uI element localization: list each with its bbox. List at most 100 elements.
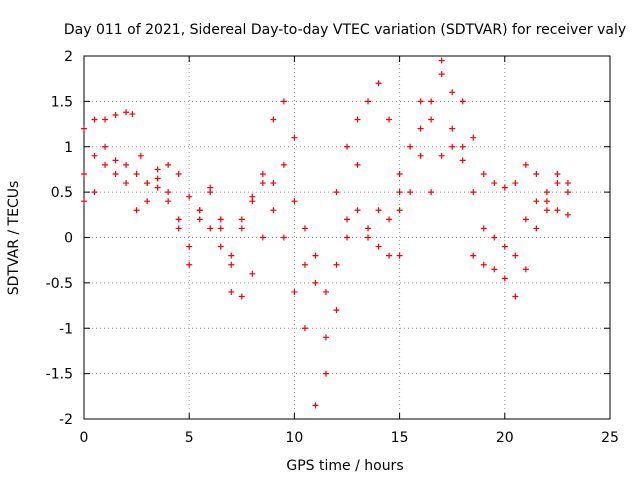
data-point bbox=[238, 225, 245, 232]
data-point bbox=[249, 198, 256, 205]
data-point bbox=[322, 334, 329, 341]
data-point bbox=[564, 211, 571, 218]
data-point bbox=[228, 252, 235, 259]
data-point bbox=[470, 252, 477, 259]
data-point bbox=[417, 125, 424, 132]
data-point bbox=[165, 189, 172, 196]
data-point bbox=[512, 180, 519, 187]
data-point bbox=[217, 243, 224, 250]
data-point bbox=[312, 402, 319, 409]
data-point bbox=[259, 234, 266, 241]
data-point bbox=[344, 234, 350, 241]
data-point bbox=[312, 252, 319, 259]
y-tick-label: -1.5 bbox=[46, 367, 73, 383]
data-point bbox=[333, 307, 340, 314]
data-point bbox=[428, 189, 435, 196]
data-point bbox=[81, 125, 87, 132]
data-point bbox=[102, 143, 109, 150]
y-tick-label: -0.5 bbox=[46, 276, 73, 292]
data-point bbox=[312, 279, 319, 286]
data-point bbox=[322, 370, 329, 377]
x-tick-label: 0 bbox=[80, 430, 89, 446]
data-point bbox=[470, 134, 477, 141]
data-point bbox=[438, 71, 445, 78]
data-point bbox=[396, 170, 403, 177]
data-point bbox=[512, 252, 519, 259]
data-point bbox=[543, 189, 550, 196]
data-point bbox=[129, 111, 136, 118]
y-tick-label: -1 bbox=[59, 321, 73, 337]
data-point bbox=[386, 116, 393, 123]
data-point bbox=[543, 207, 550, 214]
data-point bbox=[217, 216, 224, 223]
data-point bbox=[186, 261, 193, 268]
data-point bbox=[186, 193, 193, 200]
x-axis-label: GPS time / hours bbox=[286, 458, 403, 474]
data-point bbox=[196, 207, 203, 214]
series-track-2 bbox=[81, 80, 424, 341]
data-points bbox=[81, 57, 571, 409]
data-point bbox=[344, 143, 350, 150]
y-axis-label: SDTVAR / TECUs bbox=[6, 181, 22, 296]
data-point bbox=[81, 170, 87, 177]
data-point bbox=[428, 98, 435, 105]
data-point bbox=[133, 170, 140, 177]
data-point bbox=[470, 189, 477, 196]
data-point bbox=[291, 134, 298, 141]
grid-lines bbox=[84, 56, 610, 419]
data-point bbox=[133, 207, 140, 214]
data-point bbox=[512, 293, 519, 300]
data-point bbox=[228, 261, 235, 268]
data-point bbox=[365, 234, 372, 241]
data-point bbox=[417, 152, 424, 159]
data-point bbox=[270, 207, 277, 214]
data-point bbox=[207, 184, 214, 191]
x-tick-label: 5 bbox=[185, 430, 194, 446]
data-point bbox=[175, 216, 182, 223]
data-point bbox=[354, 116, 361, 123]
data-point bbox=[322, 288, 329, 295]
data-point bbox=[137, 152, 144, 159]
x-axis: 0 5 10 15 20 25 bbox=[80, 56, 619, 446]
data-point bbox=[102, 161, 109, 168]
series-track-4 bbox=[396, 57, 571, 214]
data-point bbox=[280, 98, 287, 105]
data-point bbox=[102, 116, 109, 123]
data-point bbox=[375, 207, 382, 214]
data-point bbox=[91, 152, 98, 159]
data-point bbox=[533, 225, 540, 232]
data-point bbox=[396, 207, 403, 214]
data-point bbox=[501, 275, 508, 282]
data-point bbox=[407, 189, 414, 196]
data-point bbox=[449, 89, 456, 96]
data-point bbox=[207, 225, 214, 232]
series-track-1 bbox=[81, 116, 403, 409]
data-point bbox=[175, 170, 182, 177]
data-point bbox=[228, 288, 235, 295]
data-point bbox=[249, 270, 256, 277]
data-point bbox=[123, 161, 130, 168]
data-point bbox=[91, 189, 98, 196]
data-point bbox=[438, 57, 445, 64]
data-point bbox=[354, 161, 361, 168]
data-point bbox=[386, 252, 393, 259]
data-point bbox=[270, 180, 277, 187]
x-tick-label: 25 bbox=[601, 430, 619, 446]
y-tick-label: 2 bbox=[64, 49, 73, 65]
data-point bbox=[365, 225, 372, 232]
data-point bbox=[344, 216, 350, 223]
data-point bbox=[554, 180, 561, 187]
data-point bbox=[396, 189, 403, 196]
data-point bbox=[165, 198, 172, 205]
data-point bbox=[301, 325, 308, 332]
data-point bbox=[301, 261, 308, 268]
data-point bbox=[449, 125, 456, 132]
data-point bbox=[428, 116, 435, 123]
data-point bbox=[154, 175, 161, 182]
data-point bbox=[112, 111, 119, 118]
y-tick-label: -2 bbox=[59, 412, 73, 428]
data-point bbox=[112, 157, 119, 164]
data-point bbox=[491, 180, 498, 187]
data-point bbox=[554, 207, 561, 214]
series-track-5 bbox=[417, 71, 571, 300]
